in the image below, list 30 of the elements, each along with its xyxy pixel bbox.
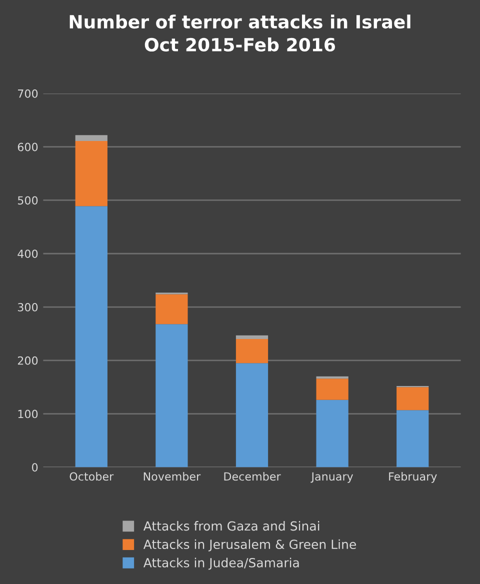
legend-label: Attacks in Jerusalem & Green Line [143,539,356,552]
bar [316,400,348,468]
legend-label: Attacks from Gaza and Sinai [143,521,320,531]
bar [236,363,268,468]
legend-label: Attacks in Judea/Samaria [143,558,299,570]
x-tick-label: January [310,472,354,483]
bar [75,135,108,141]
y-tick-label: 100 [18,410,38,418]
y-tick-label: 400 [18,250,38,258]
chart-title: Number of terror attacks in Israel Oct 2015-Feb 2016 [70,14,410,52]
x-tick-label: October [70,472,114,481]
x-tick-label: February [389,472,437,483]
y-tick-label: 300 [18,302,38,312]
bar [236,335,268,340]
y-tick-label: 600 [18,142,38,152]
bar [236,339,268,364]
y-tick-label: 200 [18,356,38,365]
bar [396,387,429,410]
y-tick-label: 500 [18,196,38,205]
x-tick-label: November [144,472,201,481]
bar [75,206,108,468]
y-tick-label: 0 [32,463,38,472]
x-tick-label: December [224,472,281,481]
bar [316,376,348,379]
bar [75,140,108,206]
bar [156,324,188,468]
bar [396,410,429,468]
bar [316,378,348,400]
bar [156,294,188,324]
y-tick-label: 700 [18,89,38,98]
